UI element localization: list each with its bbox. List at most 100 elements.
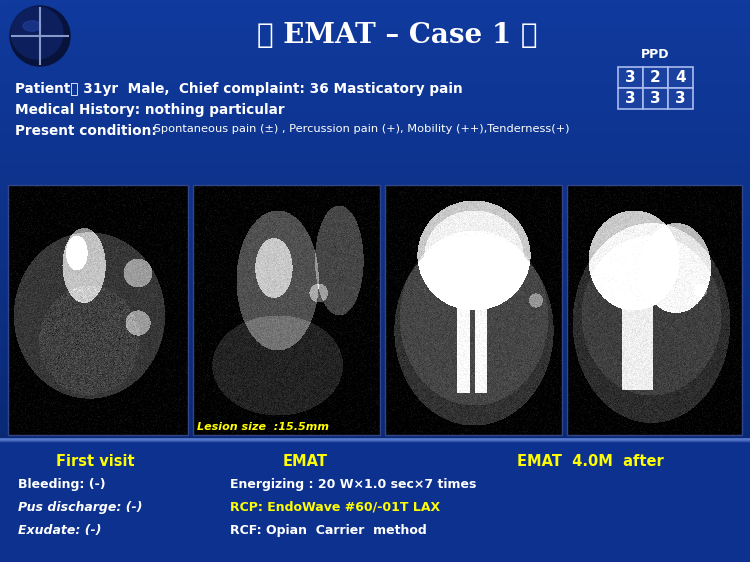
Bar: [643, 88, 668, 109]
Bar: [0, 6, 750, 11]
Bar: [0, 169, 750, 174]
Bar: [618, 67, 643, 88]
Bar: [0, 39, 750, 45]
Bar: [0, 466, 750, 472]
Bar: [0, 259, 750, 264]
Bar: [0, 135, 750, 140]
Bar: [0, 438, 750, 444]
Bar: [0, 219, 750, 225]
Bar: [0, 320, 750, 326]
Text: Patient： 31yr  Male,  Chief complaint: 36 Masticatory pain: Patient： 31yr Male, Chief complaint: 36 …: [15, 82, 463, 96]
Bar: [0, 208, 750, 214]
Bar: [0, 51, 750, 56]
Text: 3: 3: [650, 91, 661, 106]
Bar: [0, 371, 750, 377]
Bar: [0, 540, 750, 545]
Bar: [0, 112, 750, 118]
Bar: [0, 478, 750, 483]
Bar: [0, 511, 750, 517]
Bar: [0, 523, 750, 528]
Bar: [0, 230, 750, 236]
Bar: [0, 489, 750, 495]
Text: Exudate: (-): Exudate: (-): [18, 524, 101, 537]
Bar: [0, 163, 750, 169]
Bar: [0, 140, 750, 146]
Bar: [0, 556, 750, 562]
Bar: [0, 427, 750, 433]
Bar: [0, 309, 750, 315]
Bar: [0, 461, 750, 466]
Bar: [0, 517, 750, 523]
Bar: [643, 67, 668, 88]
Bar: [0, 253, 750, 259]
Bar: [0, 101, 750, 107]
Bar: [0, 472, 750, 478]
Bar: [0, 79, 750, 84]
Bar: [0, 124, 750, 129]
Bar: [0, 337, 750, 343]
Bar: [0, 174, 750, 180]
Bar: [0, 388, 750, 393]
Bar: [0, 180, 750, 185]
Bar: [618, 88, 643, 109]
Bar: [0, 455, 750, 461]
Text: Pus discharge: (-): Pus discharge: (-): [18, 501, 142, 514]
Text: Spontaneous pain (±) , Percussion pain (+), Mobility (++),Tenderness(+): Spontaneous pain (±) , Percussion pain (…: [150, 124, 569, 134]
Bar: [0, 56, 750, 62]
Bar: [567, 185, 742, 435]
Bar: [0, 0, 750, 6]
Bar: [0, 303, 750, 309]
Bar: [0, 500, 750, 506]
Text: 2: 2: [650, 70, 661, 85]
Bar: [0, 214, 750, 219]
Ellipse shape: [23, 21, 41, 31]
Text: 【 EMAT – Case 1 】: 【 EMAT – Case 1 】: [256, 22, 537, 49]
Bar: [0, 360, 750, 365]
Bar: [193, 185, 380, 435]
Bar: [0, 157, 750, 163]
Bar: [0, 11, 750, 17]
Bar: [0, 152, 750, 157]
Bar: [0, 96, 750, 101]
Bar: [668, 88, 693, 109]
Bar: [0, 326, 750, 332]
Bar: [0, 410, 750, 416]
Bar: [0, 416, 750, 422]
Text: Lesion size  :15.5mm: Lesion size :15.5mm: [197, 422, 329, 432]
Text: EMAT: EMAT: [283, 454, 328, 469]
Bar: [0, 399, 750, 405]
Text: 3: 3: [626, 70, 636, 85]
Bar: [0, 197, 750, 202]
Bar: [0, 62, 750, 67]
Bar: [0, 354, 750, 360]
Bar: [0, 281, 750, 287]
Bar: [0, 28, 750, 34]
Bar: [8, 185, 188, 435]
Bar: [0, 444, 750, 450]
Bar: [0, 264, 750, 270]
Bar: [0, 242, 750, 247]
Bar: [0, 236, 750, 242]
Text: 3: 3: [675, 91, 686, 106]
Bar: [0, 202, 750, 208]
Text: Energizing : 20 W×1.0 sec×7 times: Energizing : 20 W×1.0 sec×7 times: [230, 478, 476, 491]
Bar: [0, 67, 750, 73]
Bar: [0, 534, 750, 540]
Bar: [0, 405, 750, 410]
Bar: [0, 365, 750, 371]
Bar: [0, 118, 750, 124]
Bar: [0, 393, 750, 399]
Bar: [0, 528, 750, 534]
Bar: [0, 450, 750, 455]
Text: RCP: EndoWave #60/-01T LAX: RCP: EndoWave #60/-01T LAX: [230, 501, 440, 514]
Bar: [0, 433, 750, 438]
Text: PPD: PPD: [641, 48, 670, 61]
Bar: [0, 34, 750, 39]
Bar: [0, 422, 750, 427]
Bar: [0, 107, 750, 112]
Bar: [0, 292, 750, 298]
Bar: [0, 146, 750, 152]
Bar: [0, 90, 750, 96]
Bar: [0, 348, 750, 354]
Bar: [0, 129, 750, 135]
